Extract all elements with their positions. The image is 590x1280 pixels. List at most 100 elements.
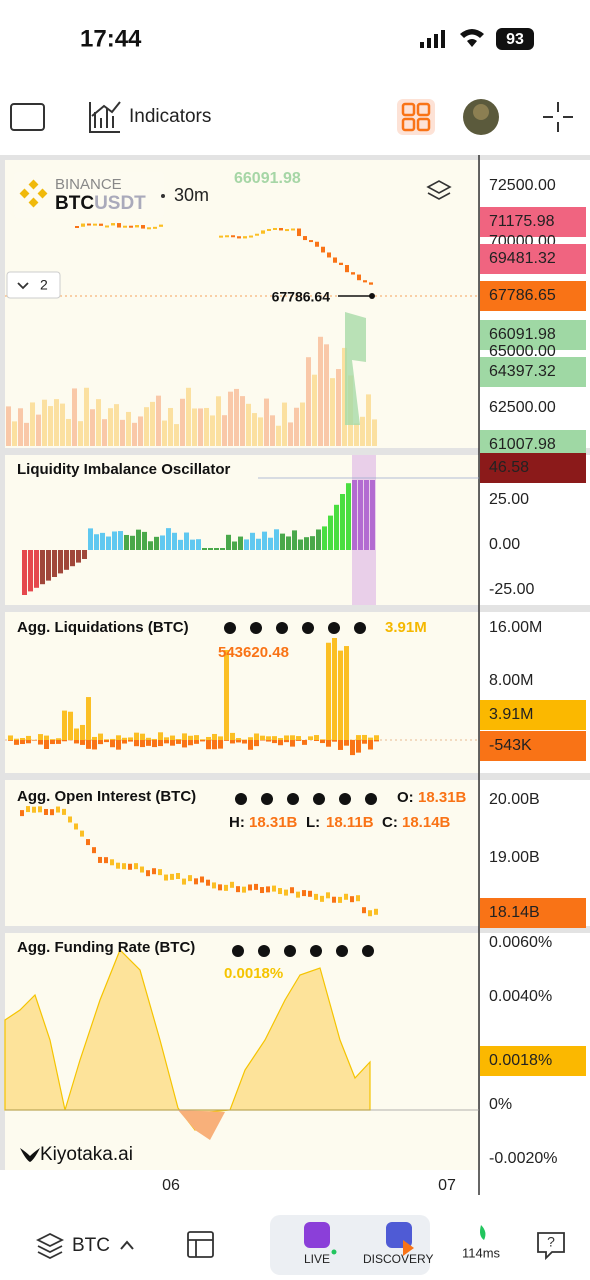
wifi — [460, 29, 484, 47]
volume-bar — [18, 408, 23, 446]
liq-long — [284, 735, 289, 740]
live-tab[interactable]: LIVE — [304, 1252, 330, 1266]
osc-bar — [358, 480, 363, 550]
axis-label: 66091.98 — [489, 326, 556, 343]
oi-bar — [140, 866, 144, 873]
oi-bar — [368, 910, 372, 917]
brand: Kiyotaka.ai — [40, 1144, 133, 1165]
symbol-box — [14, 172, 164, 218]
layout-button[interactable] — [10, 103, 45, 131]
axis-badge — [480, 700, 586, 730]
liq-long — [206, 736, 211, 740]
osc-bar — [118, 531, 123, 550]
volume-bar — [126, 411, 131, 446]
volume-bar — [174, 424, 179, 446]
exchange-icon — [362, 945, 374, 957]
axis-label: 0.00 — [489, 536, 520, 553]
liq-long — [86, 697, 91, 740]
candle — [369, 282, 373, 285]
oi-bar — [200, 876, 204, 883]
liq-short — [218, 740, 223, 749]
liq-short — [302, 740, 307, 745]
volume-bar — [6, 406, 11, 446]
liq-title: Agg. Liquidations (BTC) — [17, 619, 189, 636]
liq-long — [152, 738, 157, 740]
indicators-button[interactable]: Indicators — [129, 106, 211, 127]
osc-bar — [280, 533, 285, 550]
osc-bar — [52, 550, 57, 577]
volume-bar — [354, 423, 359, 446]
axis-badge — [480, 357, 586, 387]
oi-bar — [176, 873, 180, 880]
osc-bar — [334, 504, 339, 550]
discovery-icon[interactable] — [386, 1222, 412, 1248]
live-icon[interactable] — [304, 1222, 330, 1248]
liq-short — [272, 740, 277, 744]
liq-long — [176, 739, 181, 740]
liq-long — [266, 736, 271, 740]
liq-long — [140, 733, 145, 740]
collapse-button[interactable] — [6, 271, 61, 299]
volume-bar — [300, 402, 305, 446]
volume-bar — [288, 422, 293, 446]
x-tick-label: 07 — [438, 1177, 456, 1194]
axis-label: 65000.00 — [489, 343, 556, 360]
panels-button[interactable] — [187, 1231, 214, 1258]
funding-negative — [178, 1110, 225, 1140]
help-button[interactable] — [537, 1232, 565, 1261]
osc-bar — [250, 532, 255, 550]
liq-long — [8, 735, 13, 740]
volume-bar — [90, 409, 95, 446]
volume-bar — [258, 417, 263, 446]
liq-long — [146, 737, 151, 740]
candle — [135, 225, 139, 228]
oi-bar — [242, 886, 246, 893]
oi-bar — [182, 878, 186, 885]
crosshair-button[interactable] — [543, 102, 573, 132]
osc-bar — [106, 536, 111, 550]
osc-bar — [160, 535, 165, 550]
volume-bar — [312, 374, 317, 446]
volume-bar — [204, 407, 209, 446]
oi-bar — [92, 847, 96, 854]
volume-bar — [198, 408, 203, 446]
osc-bar — [178, 539, 183, 550]
liq-short — [254, 740, 259, 747]
osc-bar — [34, 550, 39, 588]
layers-button[interactable] — [426, 180, 452, 200]
symbol[interactable]: BTC — [72, 1235, 110, 1256]
osc-bar — [232, 541, 237, 550]
exchange-icon — [365, 793, 377, 805]
liq-long — [158, 732, 163, 740]
exchange-icon — [284, 945, 296, 957]
liq-long — [296, 736, 301, 740]
liq-short — [290, 740, 295, 747]
liq-short — [224, 740, 229, 741]
exchange-icon — [313, 793, 325, 805]
volume-bar — [240, 396, 245, 446]
oi-bar — [350, 896, 354, 903]
axis-badge — [480, 1046, 586, 1076]
volume-bar — [222, 415, 227, 446]
clock: 17:44 — [80, 25, 142, 52]
grid-button[interactable] — [397, 99, 435, 135]
oi-bar — [296, 891, 300, 898]
osc-bar — [100, 532, 105, 550]
liq-long — [62, 710, 67, 740]
symbol-icon[interactable] — [35, 1232, 65, 1260]
osc-bar — [304, 537, 309, 550]
liq-long — [122, 737, 127, 740]
latency: 114ms — [462, 1245, 501, 1260]
candle — [243, 236, 247, 239]
liq-short — [104, 740, 109, 743]
discovery-tab[interactable]: DISCOVERY — [363, 1252, 433, 1266]
indicators-icon[interactable] — [89, 101, 121, 133]
oi-bar — [320, 895, 324, 902]
liq-long — [116, 735, 121, 740]
oi-bar — [50, 809, 54, 816]
liq-short — [296, 740, 301, 741]
volume-bar — [60, 403, 65, 446]
candle — [123, 225, 127, 228]
symbol-chevron — [120, 1240, 134, 1250]
